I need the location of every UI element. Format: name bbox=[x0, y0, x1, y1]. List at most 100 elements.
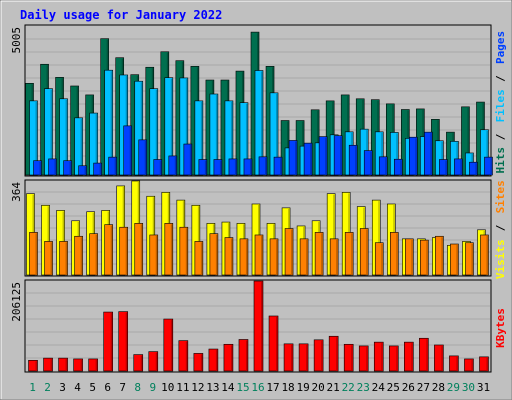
legend-hits: Hits bbox=[494, 147, 507, 174]
bar-shade bbox=[155, 89, 158, 175]
bar-shade bbox=[265, 157, 267, 175]
bar-shade bbox=[170, 224, 173, 275]
bar-shade bbox=[467, 107, 469, 175]
x-tick-label-24: 24 bbox=[372, 381, 386, 394]
bar-shade bbox=[99, 164, 102, 175]
bar-shade bbox=[65, 242, 68, 275]
bar-shade bbox=[159, 160, 162, 175]
bar-kbytes-day-22 bbox=[343, 343, 354, 372]
x-tick-label-18: 18 bbox=[281, 381, 294, 394]
bar-shade bbox=[441, 345, 443, 371]
bar-kbytes-day-10 bbox=[163, 318, 174, 372]
bar-shade bbox=[197, 206, 200, 275]
panel-visits-sites: 364 Visits / Sites bbox=[10, 179, 507, 279]
bar-shade bbox=[471, 243, 473, 275]
bar-sites-day-7 bbox=[119, 226, 129, 276]
bar-shade bbox=[366, 229, 368, 275]
bar-shade bbox=[219, 160, 222, 175]
bar-shade bbox=[456, 245, 458, 275]
bar-kbytes-day-15 bbox=[238, 339, 249, 372]
bar-shade bbox=[310, 144, 312, 175]
bar-shade bbox=[54, 159, 57, 175]
y-max-label: 5005 bbox=[10, 27, 23, 54]
bar-shade bbox=[355, 146, 357, 175]
bar-shade bbox=[170, 78, 173, 175]
bar-shade bbox=[80, 118, 83, 175]
bar-shade bbox=[280, 158, 282, 175]
bar-pages-day-24 bbox=[378, 156, 388, 176]
bar-shade bbox=[110, 71, 113, 175]
bar-pages-day-27 bbox=[424, 131, 433, 176]
x-tick-label-26: 26 bbox=[402, 381, 415, 394]
bar-shade bbox=[306, 239, 308, 275]
bar-shade bbox=[185, 78, 188, 175]
chart-title: Daily usage for January 2022 bbox=[20, 8, 222, 22]
bar-shade bbox=[50, 89, 53, 175]
bar-sites-day-6 bbox=[104, 224, 113, 276]
bar-kbytes-day-27 bbox=[419, 337, 429, 372]
bar-pages-day-4 bbox=[78, 165, 87, 176]
bar-shade bbox=[325, 137, 327, 175]
bar-kbytes-day-2 bbox=[43, 357, 53, 372]
bar-shade bbox=[95, 359, 98, 371]
legend-sites: Sites bbox=[494, 180, 507, 213]
bar-sites-day-31 bbox=[480, 234, 489, 276]
x-tick-label-14: 14 bbox=[221, 381, 235, 394]
bar-sites-day-4 bbox=[74, 235, 83, 276]
bar-pages-day-30 bbox=[469, 161, 478, 176]
bar-shade bbox=[245, 239, 248, 275]
bar-sites-day-12 bbox=[194, 241, 204, 276]
bar-pages-day-18 bbox=[288, 140, 298, 176]
bar-shade bbox=[230, 345, 233, 371]
bar-sites-day-1 bbox=[29, 232, 38, 276]
bar-pages-day-28 bbox=[439, 159, 448, 176]
legend-separator: / bbox=[494, 133, 507, 140]
bar-shade bbox=[185, 341, 188, 371]
bar-pages-day-26 bbox=[409, 136, 418, 176]
x-tick-label-23: 23 bbox=[357, 381, 370, 394]
bar-shade bbox=[471, 359, 473, 371]
legend-pages: Pages bbox=[494, 31, 507, 64]
x-tick-label-19: 19 bbox=[296, 381, 309, 394]
bar-shade bbox=[475, 163, 477, 175]
bar-sites-day-27 bbox=[420, 239, 429, 276]
bar-sites-day-5 bbox=[89, 233, 98, 276]
bar-pages-day-20 bbox=[318, 136, 328, 176]
bar-shade bbox=[486, 130, 488, 175]
bar-shade bbox=[381, 343, 383, 371]
bar-pages-day-19 bbox=[303, 142, 313, 176]
bar-pages-day-5 bbox=[93, 162, 102, 176]
bar-shade bbox=[276, 93, 278, 175]
bar-pages-day-22 bbox=[348, 144, 358, 176]
bar-kbytes-day-1 bbox=[28, 360, 38, 372]
bar-shade bbox=[230, 101, 233, 175]
x-tick-label-21: 21 bbox=[327, 381, 340, 394]
bar-shade bbox=[189, 145, 192, 175]
bar-shade bbox=[441, 237, 443, 275]
bar-shade bbox=[340, 136, 342, 175]
bar-shade bbox=[47, 206, 50, 275]
bar-pages-day-12 bbox=[198, 159, 208, 176]
y-max-label: 364 bbox=[10, 182, 23, 202]
bar-shade bbox=[490, 158, 492, 175]
bar-shade bbox=[110, 313, 113, 371]
bar-pages-day-13 bbox=[213, 159, 223, 176]
bar-shade bbox=[170, 320, 173, 371]
x-tick-label-6: 6 bbox=[104, 381, 111, 394]
bar-shade bbox=[456, 356, 458, 371]
bar-sites-day-23 bbox=[359, 228, 369, 276]
bar-shade bbox=[460, 159, 462, 175]
bar-kbytes-day-6 bbox=[103, 311, 113, 372]
bar-shade bbox=[378, 201, 380, 275]
bar-shade bbox=[249, 159, 252, 175]
bar-kbytes-day-26 bbox=[404, 341, 414, 372]
x-tick-label-1: 1 bbox=[29, 381, 36, 394]
panel-kbytes: 206125 KBytes bbox=[10, 279, 507, 373]
bar-shade bbox=[204, 160, 207, 175]
bar-pages-day-7 bbox=[123, 125, 133, 176]
bar-shade bbox=[370, 151, 372, 175]
bar-kbytes-day-30 bbox=[464, 358, 474, 372]
x-tick-label-13: 13 bbox=[206, 381, 219, 394]
bar-shade bbox=[385, 157, 387, 175]
bar-pages-day-15 bbox=[243, 158, 253, 176]
